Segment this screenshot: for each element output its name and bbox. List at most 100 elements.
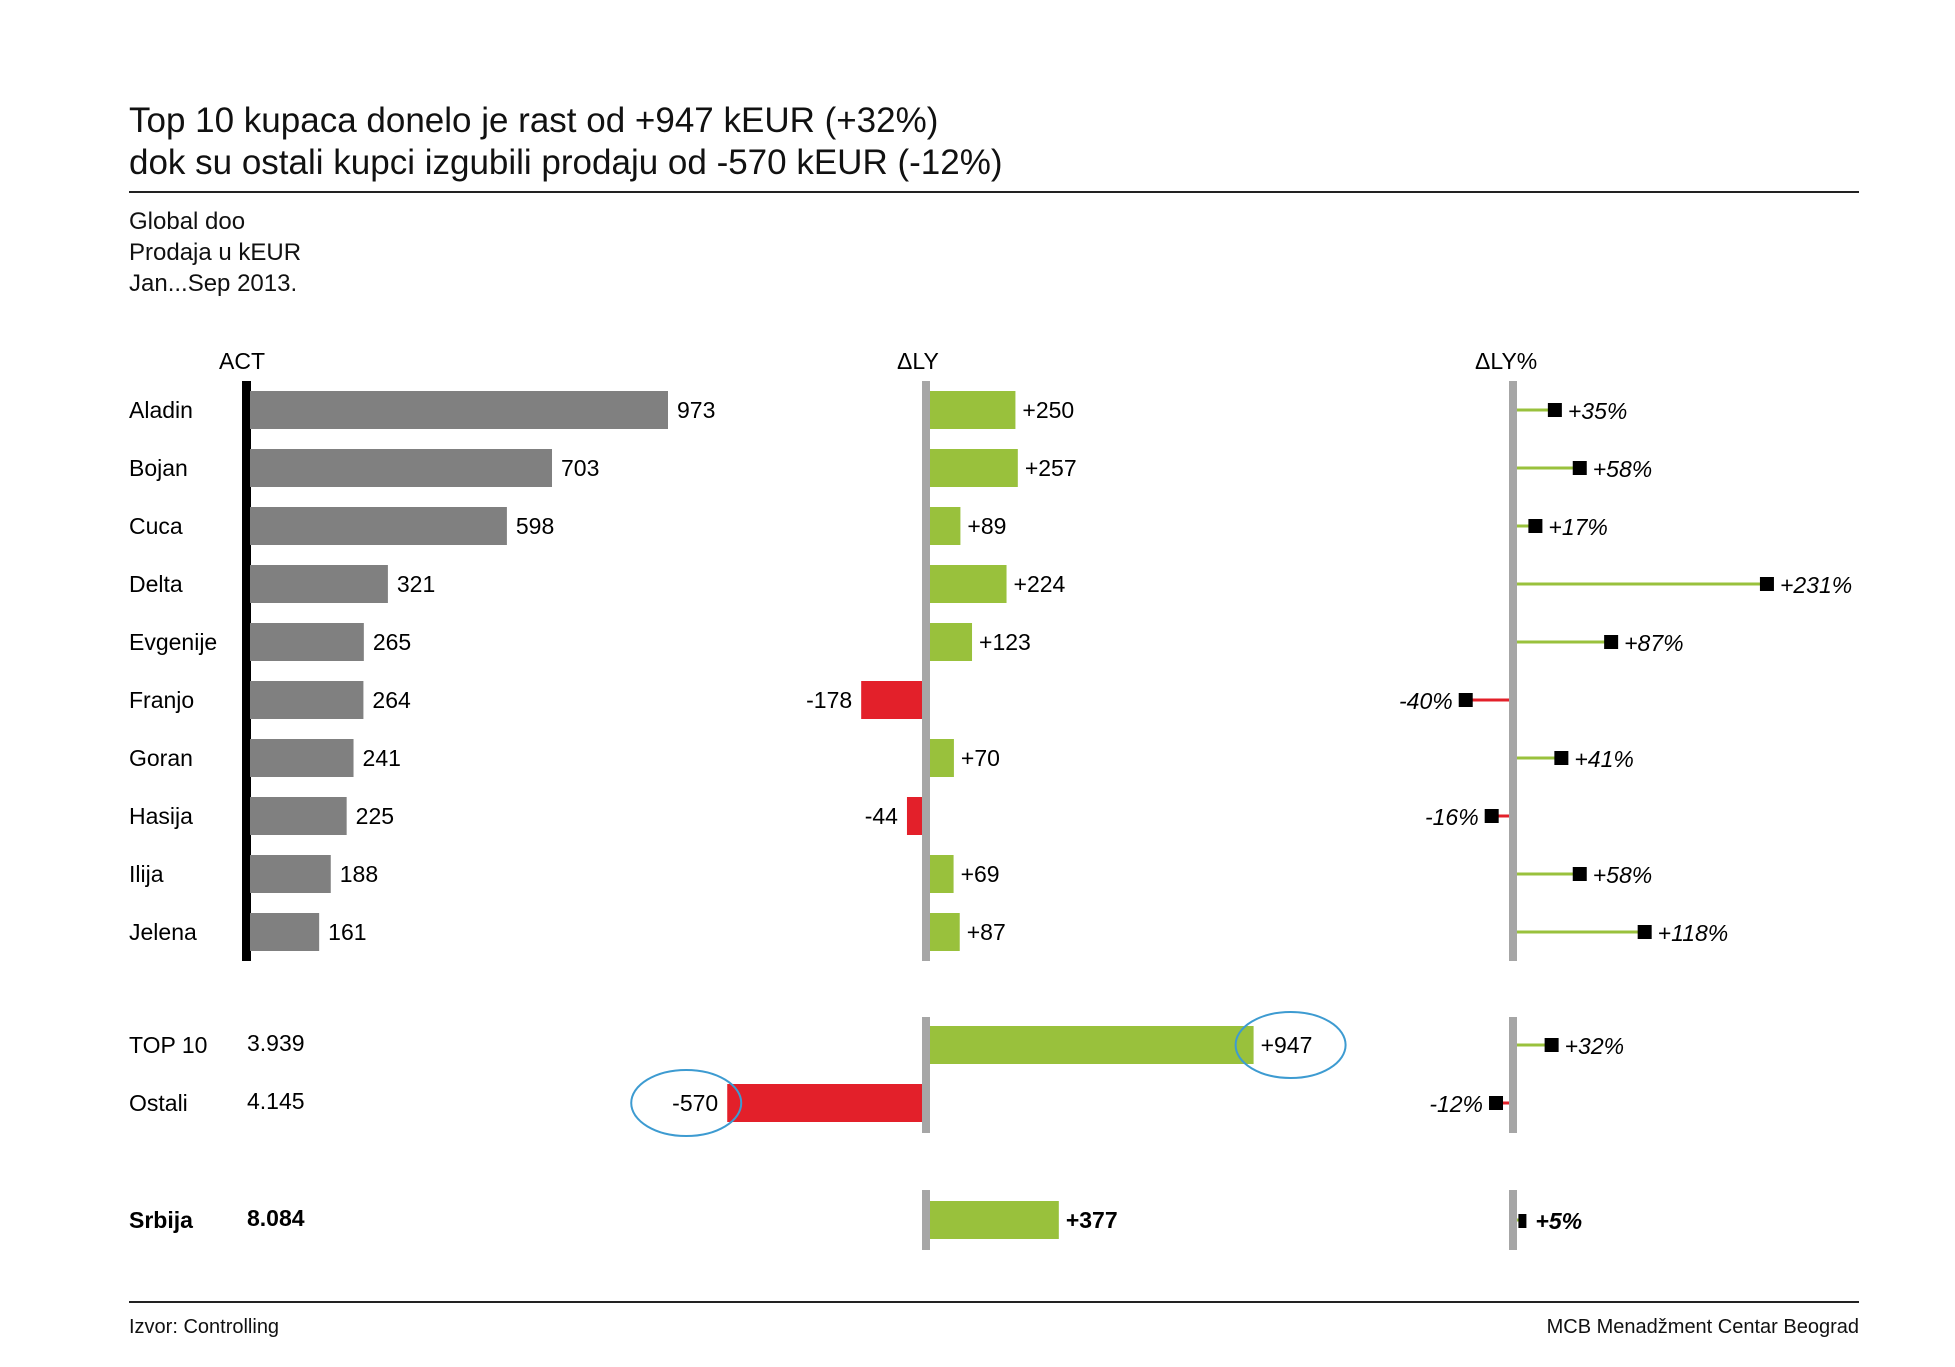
act-value-label: 598 [516, 513, 554, 539]
dly-bar [930, 623, 973, 661]
dly-bar [861, 681, 922, 719]
footer-publisher: MCB Menadžment Centar Beograd [1546, 1316, 1859, 1338]
act-axis [242, 381, 251, 961]
dlyp-value-label: +35% [1568, 398, 1627, 424]
dlyp-value-label: +32% [1565, 1033, 1624, 1059]
footer-source: Izvor: Controlling [129, 1316, 280, 1338]
customer-name: Ilija [129, 861, 164, 887]
act-bar [250, 855, 331, 893]
dly-value-label: -178 [806, 687, 852, 713]
dlyp-value-label: +58% [1593, 456, 1652, 482]
dlyp-value-label: -12% [1429, 1091, 1483, 1117]
act-bar [250, 391, 669, 429]
dlyp-marker [1572, 461, 1587, 475]
meta-company: Global doo [129, 208, 246, 235]
panel-header-act: ACT [219, 348, 265, 374]
act-value-label: 161 [328, 919, 366, 945]
act-value-label: 703 [561, 455, 599, 481]
customer-name: Franjo [129, 687, 194, 713]
dly-value-label: +89 [967, 513, 1006, 539]
dlyp-axis-total [1509, 1190, 1517, 1250]
act-value-label: 188 [340, 861, 378, 887]
dly-bar [930, 855, 954, 893]
customer-name: Goran [129, 745, 193, 771]
dlyp-marker [1518, 1214, 1527, 1228]
dly-bar [930, 449, 1018, 487]
dly-value-label: +377 [1066, 1207, 1118, 1233]
highlight-circle [1234, 1011, 1347, 1079]
dly-value-label: +257 [1025, 455, 1077, 481]
customer-name: Delta [129, 571, 183, 597]
header-divider [129, 191, 1859, 193]
dlyp-marker [1604, 635, 1619, 649]
dlyp-value-label: +87% [1624, 630, 1683, 656]
dlyp-marker [1547, 403, 1562, 417]
act-bar [250, 565, 388, 603]
dlyp-marker [1489, 1096, 1504, 1110]
meta-measure: Prodaja u kEUR [129, 239, 302, 266]
dlyp-value-label: +58% [1593, 862, 1652, 888]
dly-value-label: +123 [979, 629, 1031, 655]
chart-meta: Global doo Prodaja u kEUR Jan...Sep 2013… [129, 206, 301, 299]
footer-divider [129, 1301, 1859, 1303]
dly-value-label: +69 [961, 861, 1000, 887]
act-value-label: 321 [397, 571, 435, 597]
customer-name: Jelena [129, 919, 197, 945]
dlyp-marker [1544, 1038, 1559, 1052]
act-bar [250, 797, 347, 835]
panel-header-dlyp: ΔLY% [1475, 348, 1537, 374]
act-value-label: 4.145 [247, 1088, 305, 1114]
dlyp-value-label: +5% [1535, 1208, 1582, 1234]
dly-value-label: +947 [1261, 1032, 1313, 1058]
dly-bar [930, 391, 1016, 429]
dly-bar [930, 507, 961, 545]
title-line-1: Top 10 kupaca donelo je rast od +947 kEU… [129, 101, 939, 140]
dly-bar [930, 1201, 1059, 1239]
customer-name: TOP 10 [129, 1032, 207, 1058]
dlyp-value-label: +17% [1548, 514, 1607, 540]
dly-axis-groups [922, 1017, 930, 1133]
dlyp-marker [1637, 925, 1652, 939]
customer-name: Bojan [129, 455, 188, 481]
dlyp-marker [1759, 577, 1774, 591]
dlyp-marker [1554, 751, 1569, 765]
meta-period: Jan...Sep 2013. [129, 270, 298, 297]
customer-name: Evgenije [129, 629, 217, 655]
dlyp-marker [1572, 867, 1587, 881]
customer-name: Srbija [129, 1207, 193, 1233]
dlyp-value-label: -16% [1425, 804, 1479, 830]
dlyp-value-label: -40% [1399, 688, 1453, 714]
customer-name: Hasija [129, 803, 193, 829]
dlyp-axis-groups [1509, 1017, 1517, 1133]
dly-bar [930, 913, 960, 951]
customer-name: Cuca [129, 513, 183, 539]
dly-value-label: -570 [672, 1090, 718, 1116]
dly-bar [930, 739, 954, 777]
dly-axis [922, 381, 930, 961]
dly-bar [930, 1026, 1254, 1064]
act-bar [250, 507, 507, 545]
dlyp-value-label: +231% [1780, 572, 1852, 598]
dly-bar [906, 797, 922, 835]
dly-bar [727, 1084, 922, 1122]
act-value-label: 3.939 [247, 1030, 305, 1056]
dlyp-axis [1509, 381, 1517, 961]
act-bar [250, 913, 320, 951]
title-line-2: dok su ostali kupci izgubili prodaju od … [129, 143, 1003, 182]
panel-header-dly: ΔLY [897, 348, 939, 374]
dlyp-value-label: +41% [1574, 746, 1633, 772]
dly-axis-total [922, 1190, 930, 1250]
dlyp-value-label: +118% [1658, 920, 1729, 946]
chart-title: Top 10 kupaca donelo je rast od +947 kEU… [129, 100, 1002, 184]
dlyp-marker [1528, 519, 1543, 533]
dly-value-label: -44 [865, 803, 898, 829]
act-bar [250, 681, 364, 719]
act-bar [250, 739, 354, 777]
dly-value-label: +87 [967, 919, 1006, 945]
customer-name: Ostali [129, 1090, 188, 1116]
act-value-label: 241 [363, 745, 401, 771]
act-value-label: 264 [372, 687, 411, 713]
act-bar [250, 449, 553, 487]
act-value-label: 8.084 [247, 1205, 305, 1231]
